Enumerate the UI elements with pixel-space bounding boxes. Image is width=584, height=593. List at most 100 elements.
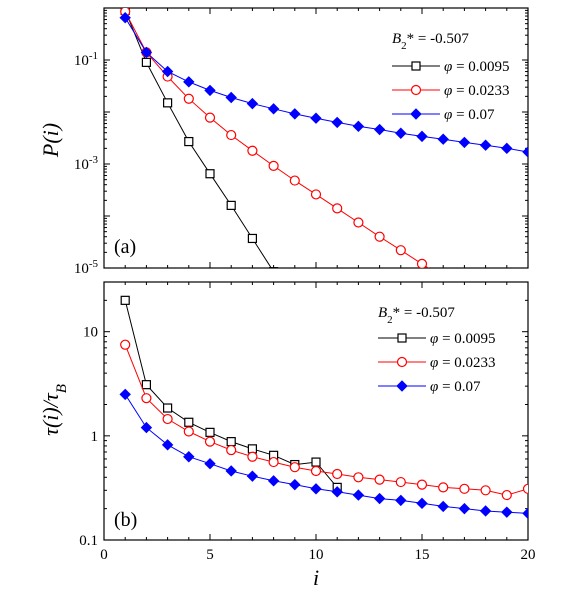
panel-b-data-point (438, 501, 448, 511)
panel-b-data-point (312, 466, 321, 475)
panel-a-legend-title: B2* = -0.507 (392, 31, 469, 52)
panel-b-data-point (354, 473, 363, 482)
panel-a-data-point (248, 234, 256, 242)
panel-a-data-point (396, 246, 405, 255)
x-axis-label: i (313, 565, 319, 590)
panel-a-data-point (332, 117, 342, 127)
panel-b-label: (b) (114, 509, 137, 531)
panel-b-series-line (125, 300, 337, 487)
panel-b-data-point (502, 507, 512, 517)
y-tick-label: 10-3 (74, 154, 99, 173)
panel-a-legend-marker (411, 109, 421, 119)
panel-b-data-point (141, 423, 151, 433)
panel-b-data-point (375, 475, 384, 484)
panel-b-legend-label: φ = 0.0233 (430, 355, 496, 371)
panel-b-data-point (184, 452, 194, 462)
panel-b-data-point (247, 471, 257, 481)
panel-b-data-point (164, 404, 172, 412)
panel-a-data-point (164, 99, 172, 107)
x-tick-label: 5 (206, 547, 214, 563)
panel-b-data-point (481, 486, 490, 495)
panel-b: 0 5 10 15 20 10 1 0.1 τ(i)/τB (b) i B2* = -0.50… (38, 282, 536, 590)
y-tick-label: 1 (91, 429, 99, 445)
panel-a-legend-label: φ = 0.0095 (444, 59, 510, 75)
panel-b-data-point (206, 437, 215, 446)
panel-a-data-point (333, 204, 342, 213)
panel-a-data-point (269, 161, 278, 170)
panel-a-data-point (459, 137, 469, 147)
panel-a-data-point (481, 140, 491, 150)
y-tick-label: 0.1 (79, 533, 98, 549)
panel-a-data-point (438, 134, 448, 144)
panel-b-ticks: 0 5 10 15 201010.1 (79, 282, 535, 563)
panel-b-data-point (226, 466, 236, 476)
panel-a-data-point (227, 131, 236, 140)
panel-a-data-point (247, 99, 257, 109)
panel-b-data-point (396, 495, 406, 505)
panel-a-data-point (226, 93, 236, 103)
panel-a-data-point (502, 143, 512, 153)
panel-b-series-0 (121, 296, 341, 491)
panel-a-series-line (125, 12, 443, 278)
panel-a-data-point (311, 113, 321, 123)
panel-b-data-point (439, 483, 448, 492)
panel-b-data-point (185, 418, 193, 426)
panel-a-legend-label: φ = 0.07 (444, 107, 495, 123)
panel-a-data-point (290, 176, 299, 185)
panel-a-data-point (206, 113, 215, 122)
x-tick-label: 10 (309, 547, 324, 563)
panel-b-data-point (502, 491, 511, 500)
panel-a-legend-marker (412, 62, 420, 70)
panel-b-ylabel: τ(i)/τB (38, 384, 70, 436)
panel-b-legend-label: φ = 0.0095 (430, 331, 496, 347)
panel-a-data-point (269, 104, 279, 114)
panel-b-legend: B2* = -0.507 φ = 0.0095 φ = 0.0233 φ = 0.0… (378, 305, 496, 395)
panel-a-data-point (375, 125, 385, 135)
panel-b-legend-label: φ = 0.07 (430, 379, 481, 395)
panel-a-data-point (312, 190, 321, 199)
panel-a-series (120, 6, 533, 282)
panel-a-data-point (206, 170, 214, 178)
panel-b-series-2 (120, 389, 533, 518)
panel-b-data-point (120, 389, 130, 399)
panel-b-legend-marker (398, 358, 407, 367)
panel-a-data-point (227, 201, 235, 209)
panel-a-series-1 (121, 7, 448, 282)
panel-b-data-point (227, 438, 235, 446)
panel-a-data-point (184, 94, 193, 103)
panel-a-data-point (248, 146, 257, 155)
panel-a-ylabel: P(i) (38, 123, 63, 158)
panel-b-legend-title: B2* = -0.507 (378, 305, 455, 326)
y-tick-label: 10-5 (74, 258, 99, 277)
panel-b-data-point (481, 506, 491, 516)
panel-a-data-point (185, 138, 193, 146)
panel-a-data-point (290, 109, 300, 119)
panel-b-data-point (248, 452, 257, 461)
panel-b-legend-marker (397, 381, 407, 391)
panel-a: 10-1 10-3 10-5 P(i) (a) B2* = -0.507 φ = 0… (38, 6, 533, 282)
panel-a-series-0 (121, 6, 277, 275)
panel-b-data-point (417, 498, 427, 508)
x-tick-label: 15 (415, 547, 430, 563)
panel-b-data-point (460, 484, 469, 493)
panel-b-data-point (523, 508, 533, 518)
panel-a-data-point (142, 58, 150, 66)
panel-b-data-point (121, 296, 129, 304)
panel-a-label: (a) (114, 236, 136, 258)
x-tick-label: 20 (521, 547, 536, 563)
panel-b-data-point (311, 484, 321, 494)
panel-a-data-point (375, 232, 384, 241)
panel-b-data-point (206, 428, 214, 436)
panel-a-data-point (354, 218, 363, 227)
y-tick-label: 10 (83, 325, 98, 341)
panel-b-data-point (184, 427, 193, 436)
panel-a-legend: B2* = -0.507 φ = 0.0095 φ = 0.0233 φ = 0.0… (392, 31, 510, 123)
panel-b-data-point (333, 470, 342, 479)
panel-b-data-point (269, 476, 279, 486)
panel-b-data-point (290, 463, 299, 472)
panel-a-data-point (418, 259, 427, 268)
panel-a-legend-marker (412, 86, 421, 95)
panel-a-data-point (396, 128, 406, 138)
panel-b-data-point (142, 394, 151, 403)
panel-b-data-point (290, 480, 300, 490)
